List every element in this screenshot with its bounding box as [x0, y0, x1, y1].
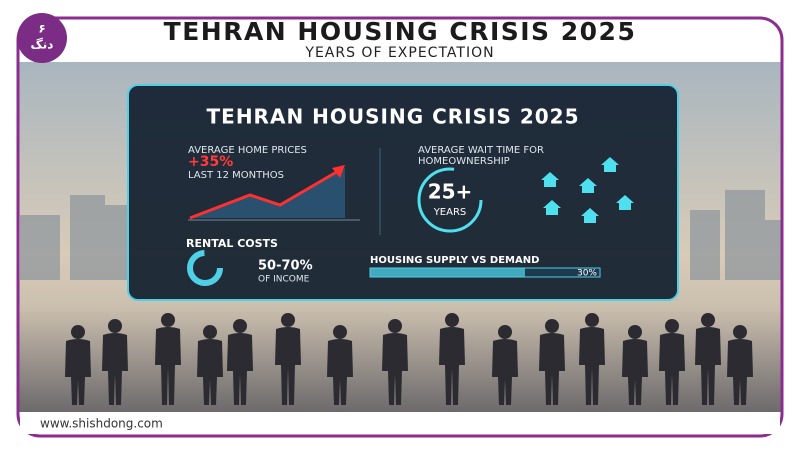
person-body: [102, 333, 128, 405]
building: [690, 210, 720, 280]
person-body: [155, 327, 181, 405]
house-icon: [579, 178, 597, 193]
logo-badge: [17, 13, 67, 63]
price-area: [190, 168, 345, 218]
logo-digit: ۶: [38, 22, 45, 36]
footer-url: www.shishdong.com: [40, 417, 163, 431]
person-body: [327, 339, 353, 405]
house-icon: [581, 208, 599, 223]
frame: [16, 16, 784, 438]
person-head: [498, 325, 512, 339]
person-head: [585, 313, 599, 327]
panel-title: TEHRAN HOUSING CRISIS 2025: [207, 105, 580, 129]
person-body: [227, 333, 253, 405]
person-body: [579, 327, 605, 405]
people-silhouettes: [65, 313, 753, 405]
wait-value: 25+: [428, 180, 473, 204]
wait-label-1: AVERAGE WAIT TIME FOR: [418, 145, 544, 156]
person-body: [275, 327, 301, 405]
prices-label: AVERAGE HOME PRICES: [188, 145, 307, 156]
rental-label: RENTAL COSTS: [186, 237, 278, 250]
person-body: [439, 327, 465, 405]
wait-ring: [417, 167, 483, 233]
house-icon: [601, 157, 619, 172]
house-icon: [616, 195, 634, 210]
person-body: [539, 333, 565, 405]
prices-period: LAST 12 MONTHOS: [188, 170, 284, 181]
person-head: [628, 325, 642, 339]
supply-value: 30%: [577, 269, 597, 279]
supply-fill: [370, 268, 525, 277]
person-body: [695, 327, 721, 405]
person-head: [233, 319, 247, 333]
price-trend: [189, 168, 341, 220]
rental-unit: OF INCOME: [258, 275, 310, 285]
person-head: [545, 319, 559, 333]
building: [20, 215, 60, 280]
person-head: [445, 313, 459, 327]
person-head: [388, 319, 402, 333]
prices-change: +35%: [188, 154, 233, 170]
person-head: [203, 325, 217, 339]
person-head: [333, 325, 347, 339]
person-head: [281, 313, 295, 327]
title: TEHRAN HOUSING CRISIS 2025: [164, 17, 637, 46]
building: [70, 195, 105, 280]
person-body: [622, 339, 648, 405]
dashboard-panel: [127, 84, 679, 301]
person-head: [108, 319, 122, 333]
wait-unit: YEARS: [433, 207, 467, 218]
person-body: [65, 339, 91, 405]
person-body: [659, 333, 685, 405]
house-icons: [541, 157, 634, 223]
supply-label: HOUSING SUPPLY VS DEMAND: [370, 255, 539, 266]
rental-value: 50-70%: [258, 259, 313, 274]
person-body: [492, 339, 518, 405]
building: [105, 205, 130, 280]
footer-band: [20, 412, 780, 434]
person-body: [382, 333, 408, 405]
skyline: [20, 190, 782, 280]
person-head: [733, 325, 747, 339]
wait-label-2: HOMEOWNERSHIP: [418, 156, 510, 167]
person-head: [701, 313, 715, 327]
house-icon: [543, 200, 561, 215]
person-head: [71, 325, 85, 339]
rental-donut: [187, 250, 223, 286]
subtitle: YEARS OF EXPECTATION: [304, 45, 494, 61]
person-body: [727, 339, 753, 405]
building: [725, 190, 765, 280]
trend-arrowhead: [332, 165, 345, 178]
logo-word: دنگ: [31, 38, 54, 52]
person-body: [197, 339, 223, 405]
building: [765, 220, 782, 280]
house-icon: [541, 172, 559, 187]
person-head: [665, 319, 679, 333]
person-head: [161, 313, 175, 327]
